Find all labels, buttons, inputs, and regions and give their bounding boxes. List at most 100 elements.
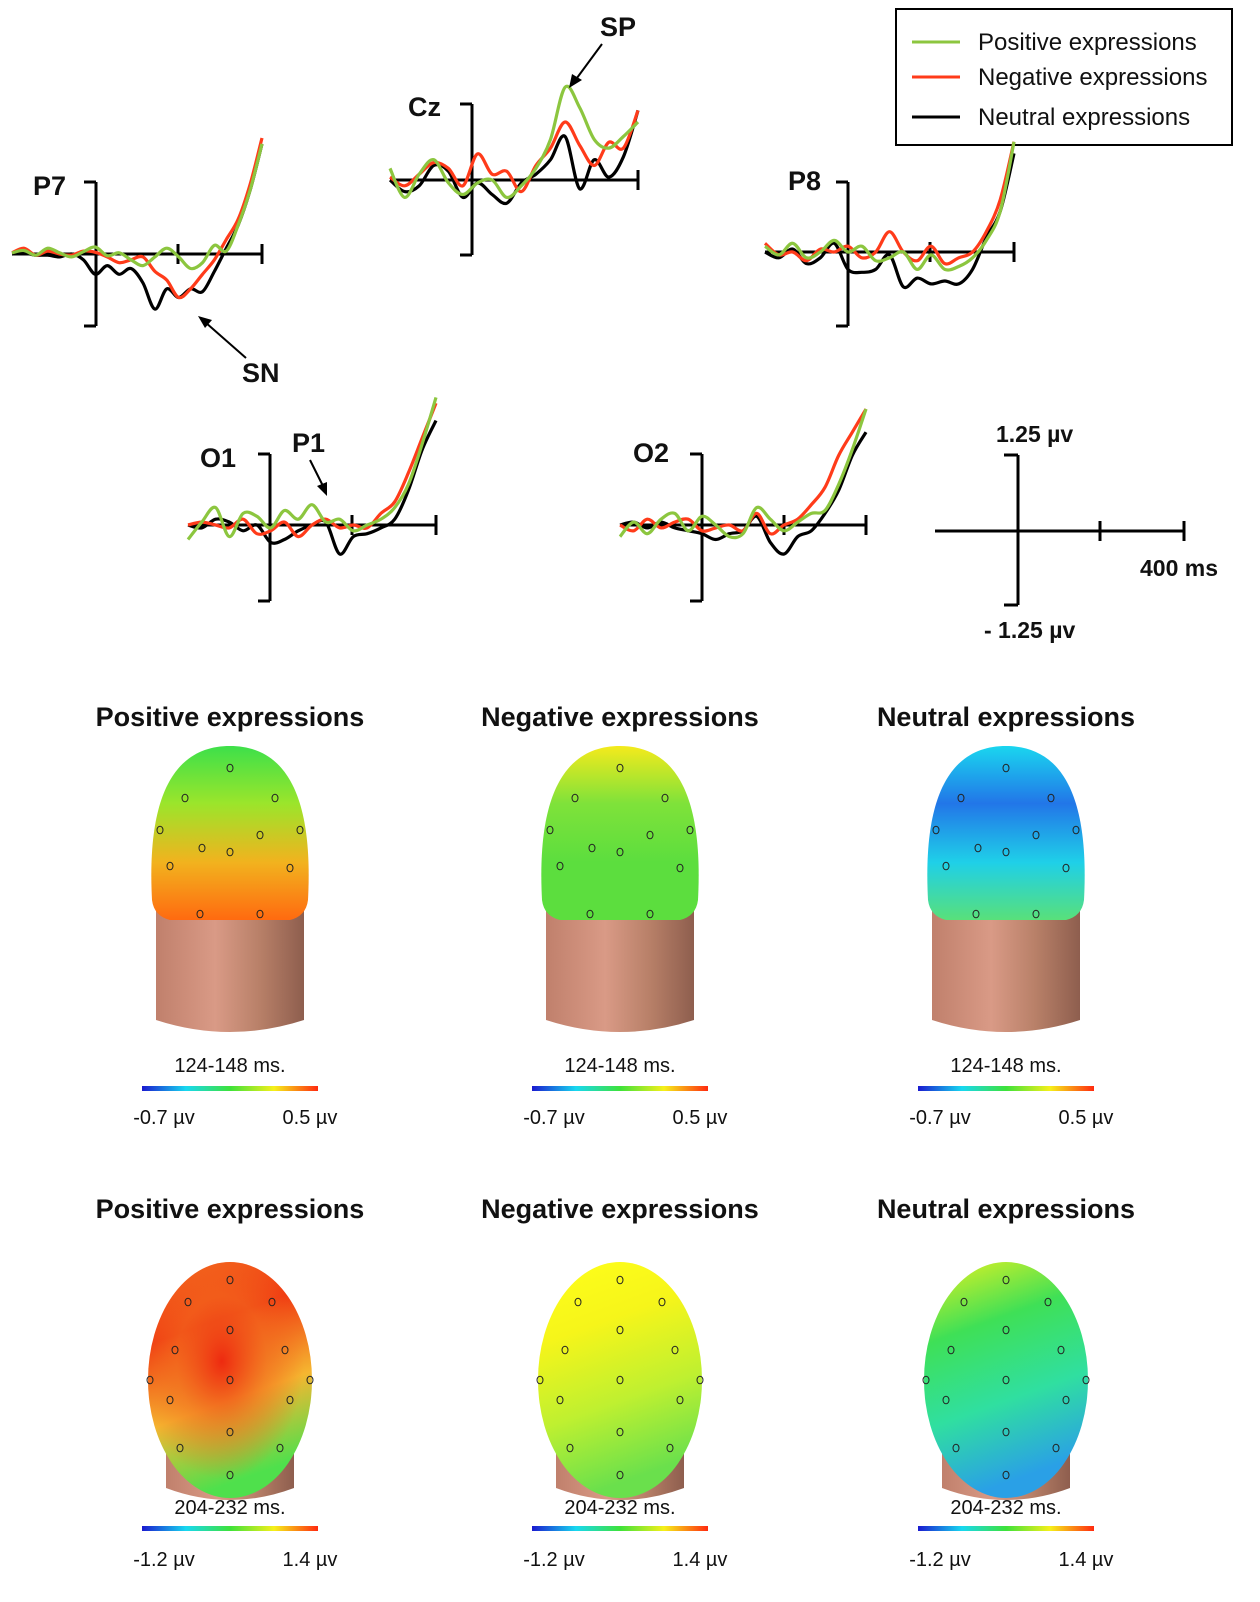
legend-label-negative: Negative expressions	[978, 64, 1207, 91]
electrode-marker	[696, 1375, 704, 1385]
electrode-marker	[1072, 825, 1080, 835]
annotation-p1-arrowhead	[317, 482, 327, 496]
electrode-marker	[171, 1345, 179, 1355]
series-negative-p8	[763, 141, 1016, 266]
electrode-marker	[226, 763, 234, 773]
electrode-marker	[588, 843, 596, 853]
annotations: SP SN P1	[198, 12, 636, 496]
topomap-1-2: Negative expressions 124-148 ms. -0.7 µv 0.…	[481, 702, 759, 1129]
series-positive-p8	[764, 141, 1016, 272]
electrode-marker	[586, 909, 594, 919]
electrode-marker	[286, 863, 294, 873]
series-positive-cz	[388, 84, 640, 200]
topomap-2-2: Negative expressions 204-232 ms. -1.2 µv 1.…	[481, 1194, 759, 1571]
color-scale-max: 0.5 µv	[1059, 1107, 1114, 1129]
electrode-marker	[686, 825, 694, 835]
scale-bar-top-label: 1.25 µv	[996, 421, 1073, 447]
electrode-marker	[556, 1395, 564, 1405]
erp-panel-p7: P7	[11, 137, 264, 328]
electrode-marker	[256, 830, 264, 840]
color-scale-bar	[142, 1526, 318, 1531]
electrode-marker	[616, 1427, 624, 1437]
color-scale-max: 1.4 µv	[283, 1549, 338, 1571]
electrode-marker	[676, 863, 684, 873]
annotation-p1: P1	[292, 428, 325, 458]
time-window-label: 204-232 ms.	[174, 1497, 285, 1519]
electrode-marker	[1082, 1375, 1090, 1385]
electrode-marker	[942, 861, 950, 871]
electrode-marker	[952, 1443, 960, 1453]
neck	[932, 888, 1080, 1032]
electrode-marker	[676, 1395, 684, 1405]
erp-panel-p8: P8	[763, 141, 1016, 328]
electrode-label-o2: O2	[633, 438, 669, 468]
topographic-maps: Positive expressions 124-148 ms. -0.7 µv 0.…	[96, 702, 1135, 1571]
neck	[546, 888, 694, 1032]
series-positive-o2	[618, 408, 868, 540]
topomap-2-1: Positive expressions 204-232 ms. -1.2 µv 1.…	[96, 1194, 365, 1571]
color-scale-min: -1.2 µv	[523, 1549, 585, 1571]
electrode-marker	[1032, 909, 1040, 919]
topomap-title: Neutral expressions	[877, 702, 1135, 732]
electrode-marker	[1002, 763, 1010, 773]
electrode-marker	[166, 1395, 174, 1405]
scale-bar-time-label: 400 ms	[1140, 555, 1218, 581]
electrode-marker	[166, 861, 174, 871]
electrode-marker	[1044, 1297, 1052, 1307]
electrode-marker	[181, 793, 189, 803]
electrode-marker	[226, 1375, 234, 1385]
electrode-marker	[196, 909, 204, 919]
electrode-marker	[256, 909, 264, 919]
series-negative-o2	[619, 408, 868, 536]
color-scale-min: -0.7 µv	[133, 1107, 195, 1129]
electrode-label-o1: O1	[200, 443, 236, 473]
legend-label-positive: Positive expressions	[978, 29, 1197, 56]
annotation-p1-arrow	[309, 459, 325, 489]
electrode-marker	[922, 1375, 930, 1385]
electrode-marker	[226, 1427, 234, 1437]
electrode-marker	[1062, 863, 1070, 873]
neck	[156, 888, 304, 1032]
topomap-title: Negative expressions	[481, 702, 759, 732]
electrode-marker	[671, 1345, 679, 1355]
electrode-label-p8: P8	[788, 166, 821, 196]
topomap-2-3: Neutral expressions 204-232 ms. -1.2 µv 1.4…	[877, 1194, 1135, 1571]
electrode-marker	[1062, 1395, 1070, 1405]
legend-label-neutral: Neutral expressions	[978, 104, 1190, 131]
electrode-marker	[646, 830, 654, 840]
electrode-marker	[1002, 847, 1010, 857]
electrode-marker	[556, 861, 564, 871]
electrode-marker	[957, 793, 965, 803]
electrode-marker	[661, 793, 669, 803]
series-positive-p7	[11, 143, 264, 271]
erp-panel-o2: O2	[618, 408, 868, 603]
color-scale-min: -1.2 µv	[133, 1549, 195, 1571]
time-window-label: 124-148 ms.	[950, 1055, 1061, 1077]
series-neutral-p8	[764, 153, 1016, 290]
electrode-marker	[1032, 830, 1040, 840]
scale-bar-bottom-label: - 1.25 µv	[984, 617, 1075, 643]
electrode-marker	[658, 1297, 666, 1307]
color-scale-bar	[532, 1086, 708, 1091]
topomap-1-3: Neutral expressions 124-148 ms. -0.7 µv 0.5…	[877, 702, 1135, 1129]
erp-panels: P7 Cz P8 O1 O2	[11, 84, 1016, 603]
electrode-marker	[1002, 1427, 1010, 1437]
electrode-marker	[306, 1375, 314, 1385]
color-scale-min: -0.7 µv	[909, 1107, 971, 1129]
electrode-marker	[571, 793, 579, 803]
electrode-marker	[156, 825, 164, 835]
topomap-title: Negative expressions	[481, 1194, 759, 1224]
color-scale-bar	[918, 1526, 1094, 1531]
electrode-marker	[1052, 1443, 1060, 1453]
electrode-marker	[566, 1443, 574, 1453]
electrode-marker	[1002, 1275, 1010, 1285]
scalp-map	[538, 1262, 702, 1498]
electrode-marker	[146, 1375, 154, 1385]
electrode-marker	[1002, 1325, 1010, 1335]
electrode-marker	[616, 1375, 624, 1385]
scalp-hotspot	[148, 1262, 312, 1498]
scalp-map	[927, 746, 1085, 920]
annotation-sn-arrowhead	[198, 316, 212, 328]
electrode-marker	[947, 1345, 955, 1355]
electrode-marker	[616, 1470, 624, 1480]
